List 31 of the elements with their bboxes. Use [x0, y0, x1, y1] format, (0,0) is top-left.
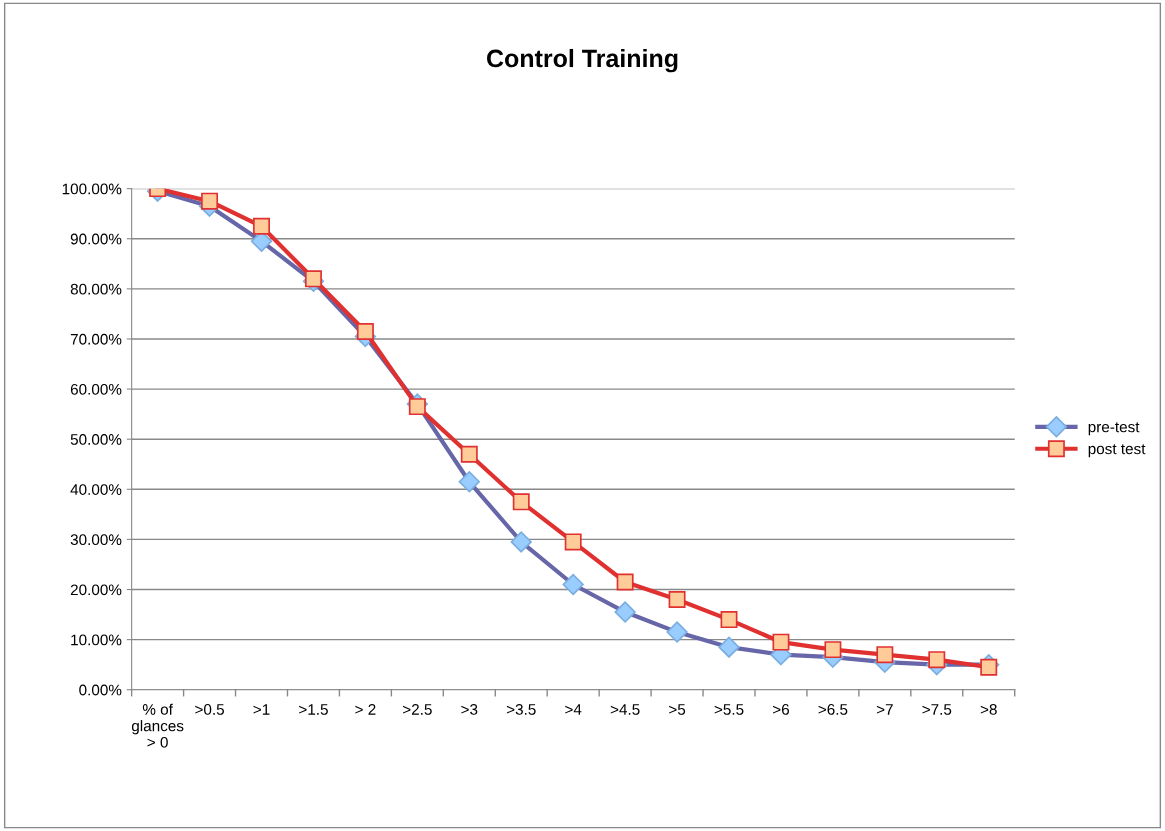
x-tick-label: >1	[253, 704, 270, 715]
y-tick-label: 90.00%	[70, 233, 122, 245]
x-tick-label: >4	[565, 704, 582, 715]
y-tick-label: 80.00%	[70, 283, 122, 295]
x-tick-label: >4.5	[610, 704, 640, 715]
x-tick-label: > 2	[355, 704, 376, 715]
x-tick-label: >5	[669, 704, 686, 715]
x-tick-label: >6.5	[818, 704, 848, 715]
legend-label: pre-test	[1088, 422, 1140, 436]
y-tick-label: 30.00%	[70, 534, 122, 546]
x-tick-label: >7.5	[922, 704, 952, 715]
x-tick-label: >6	[773, 704, 789, 715]
y-tick-label: 60.00%	[70, 383, 122, 395]
y-tick-label: 0.00%	[79, 684, 122, 696]
x-tick-label: >3.5	[506, 704, 536, 715]
x-tick-label: % of glances > 0	[131, 703, 184, 748]
x-tick-label: >1.5	[299, 704, 328, 715]
y-tick-label: 100.00%	[62, 183, 122, 195]
y-tick-label: 50.00%	[70, 434, 122, 445]
y-tick-label: 10.00%	[71, 634, 122, 646]
y-tick-label: 40.00%	[70, 484, 122, 495]
chart-title: Control Training	[487, 48, 678, 73]
legend-label: post test	[1088, 444, 1146, 458]
x-tick-label: >8	[980, 704, 997, 715]
x-tick-label: >3	[461, 704, 478, 715]
x-tick-label: >7	[876, 704, 893, 715]
y-tick-label: 20.00%	[70, 584, 122, 596]
x-tick-label: >5.5	[714, 704, 744, 715]
x-tick-label: >0.5	[195, 704, 224, 715]
x-tick-label: >2.5	[403, 704, 432, 715]
y-tick-label: 70.00%	[70, 333, 122, 345]
